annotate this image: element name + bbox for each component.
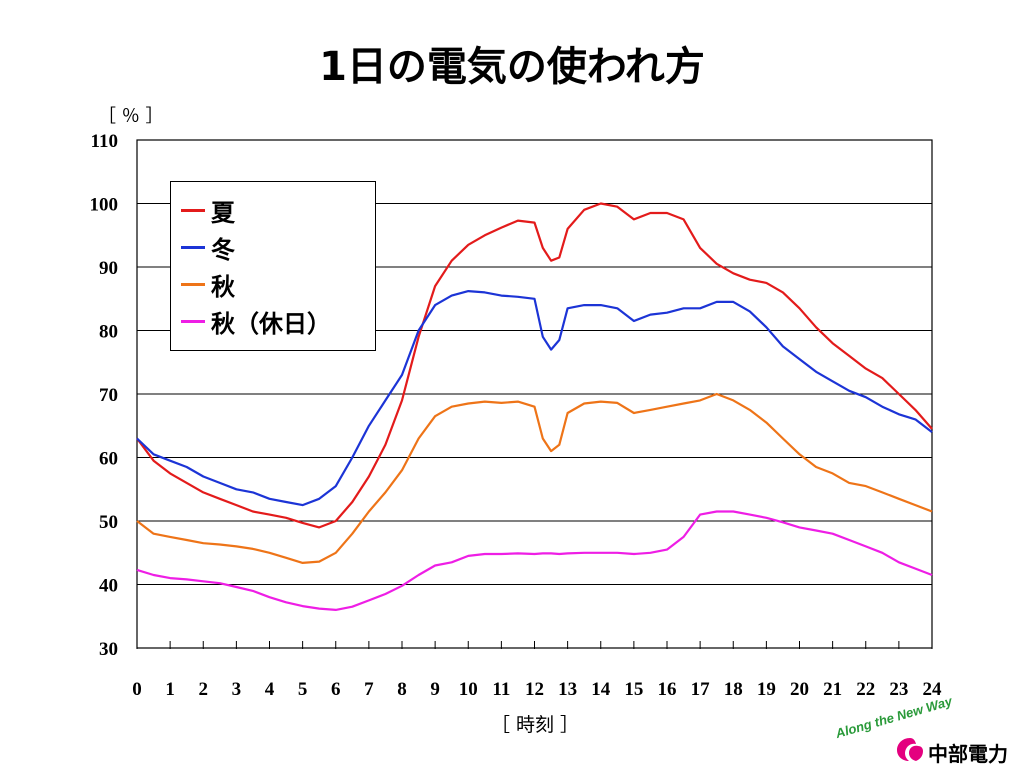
slide-title: 1日の電気の使われ方 [319,44,705,90]
x-tick-label: 12 [525,679,544,700]
legend-item-autumn: 秋 [171,266,375,303]
x-tick-label: 3 [232,679,242,700]
legend-item-autumn-holiday: 秋（休日） [171,303,375,340]
chart-legend: 夏 冬 秋 秋（休日） [170,181,376,351]
x-tick-label: 18 [724,679,743,700]
x-tick-label: 16 [658,679,677,700]
x-tick-label: 5 [298,679,308,700]
legend-swatch [181,246,205,249]
legend-item-summer: 夏 [171,192,375,229]
x-axis-tick-marks [136,641,933,649]
x-tick-label: 9 [430,679,440,700]
x-tick-label: 10 [459,679,478,700]
x-tick-label: 0 [132,679,142,700]
x-tick-label: 11 [492,679,510,700]
series-line-winter [136,290,933,507]
x-tick-label: 21 [823,679,842,700]
legend-item-winter: 冬 [171,229,375,266]
y-tick-label: 50 [99,512,118,533]
y-tick-label: 40 [99,576,118,597]
logo-company-name: 中部電力 [928,742,1008,766]
y-axis-unit-label: ［ ％ ］ [98,106,164,127]
x-tick-label: 2 [199,679,209,700]
legend-swatch [181,283,205,286]
y-tick-label: 110 [91,131,118,152]
x-tick-label: 13 [558,679,577,700]
y-tick-label: 70 [99,385,118,406]
x-tick-label: 4 [265,679,275,700]
series-line-summer [136,202,933,529]
x-tick-label: 20 [790,679,809,700]
logo-mark-icon [897,738,923,761]
legend-label: 秋 [211,273,235,301]
series-line-autumn-holiday [136,510,933,612]
legend-swatch [181,320,205,323]
y-tick-label: 60 [99,449,118,470]
x-tick-label: 22 [856,679,875,700]
x-tick-label: 8 [397,679,407,700]
legend-label: 夏 [211,199,235,227]
x-tick-label: 24 [923,679,943,700]
y-axis-tick-labels: 30 40 50 60 70 80 90 100 110 [90,131,119,660]
legend-label: 秋（休日） [211,310,331,338]
x-tick-label: 6 [331,679,341,700]
y-tick-label: 80 [99,322,118,343]
legend-swatch [181,209,205,212]
x-tick-label: 7 [364,679,374,700]
x-tick-label: 1 [165,679,175,700]
x-axis-tick-labels: 0 1 2 3 4 5 6 7 8 9 10 11 12 13 14 15 16 17 18 19 20 21 22 23 24 [132,679,942,700]
y-tick-label: 100 [90,195,119,216]
x-axis-unit-label: ［ 時刻 ］ [490,714,580,736]
x-tick-label: 15 [624,679,643,700]
x-tick-label: 19 [757,679,776,700]
x-tick-label: 17 [691,679,711,700]
y-tick-label: 90 [99,258,118,279]
x-tick-label: 14 [591,679,611,700]
legend-label: 冬 [211,236,235,264]
company-logo: Along the New Way 中部電力 [834,693,1024,768]
x-tick-label: 23 [889,679,908,700]
series-line-autumn [136,392,933,565]
series-lines [136,202,933,612]
y-tick-label: 30 [99,639,118,660]
